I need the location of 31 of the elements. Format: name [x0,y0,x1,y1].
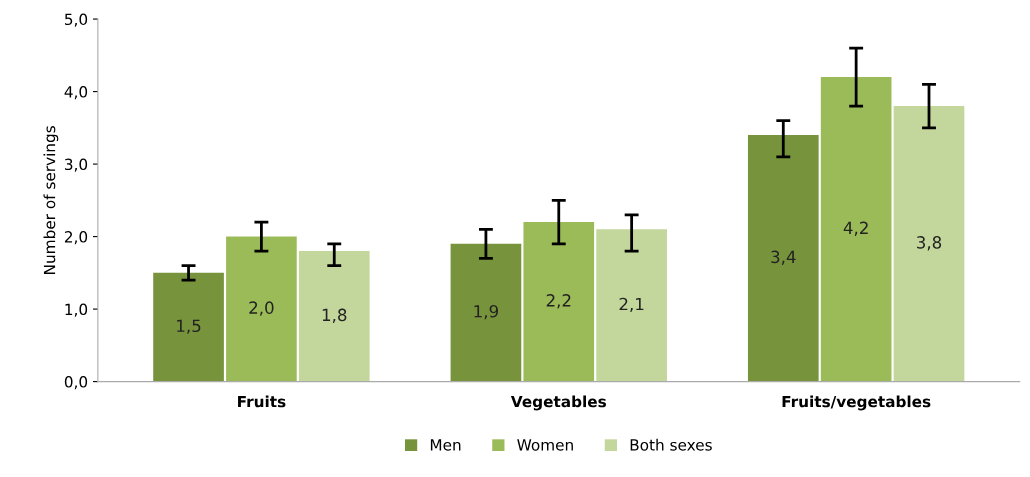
bar [450,243,522,382]
legend-label: Both sexes [630,438,712,451]
data-label: 1,5 [177,319,201,334]
bar [523,222,595,382]
bar [298,251,370,382]
y-tick-label: 2,0 [64,231,88,245]
data-label: 3,4 [771,250,796,265]
legend-label: Men [430,439,461,451]
bar [820,77,892,382]
data-label: 2,0 [249,301,274,316]
y-axis-title: Number of servings [43,126,59,274]
data-label: 2,2 [546,294,571,309]
bar [596,229,667,382]
y-tick-label: 5,0 [65,13,88,27]
data-label: 1,9 [474,304,498,320]
x-tick-label: Fruits [238,395,286,408]
y-tick-label: 0,0 [64,376,88,390]
x-tick-label: Vegetables [510,395,606,411]
data-label: 1,8 [322,308,347,323]
data-label: 4,2 [843,221,868,236]
legend-label: Women [517,439,573,451]
data-label: 3,8 [917,236,942,251]
y-tick-label: 3,0 [65,158,88,172]
bar [226,236,297,382]
bar [893,106,965,382]
y-tick-label: 4,0 [64,86,88,100]
bar [153,272,224,382]
bar [747,135,819,382]
y-tick-label: 1,0 [65,303,88,317]
data-label: 2,1 [619,297,644,313]
x-tick-label: Fruits/vegetables [782,395,931,411]
